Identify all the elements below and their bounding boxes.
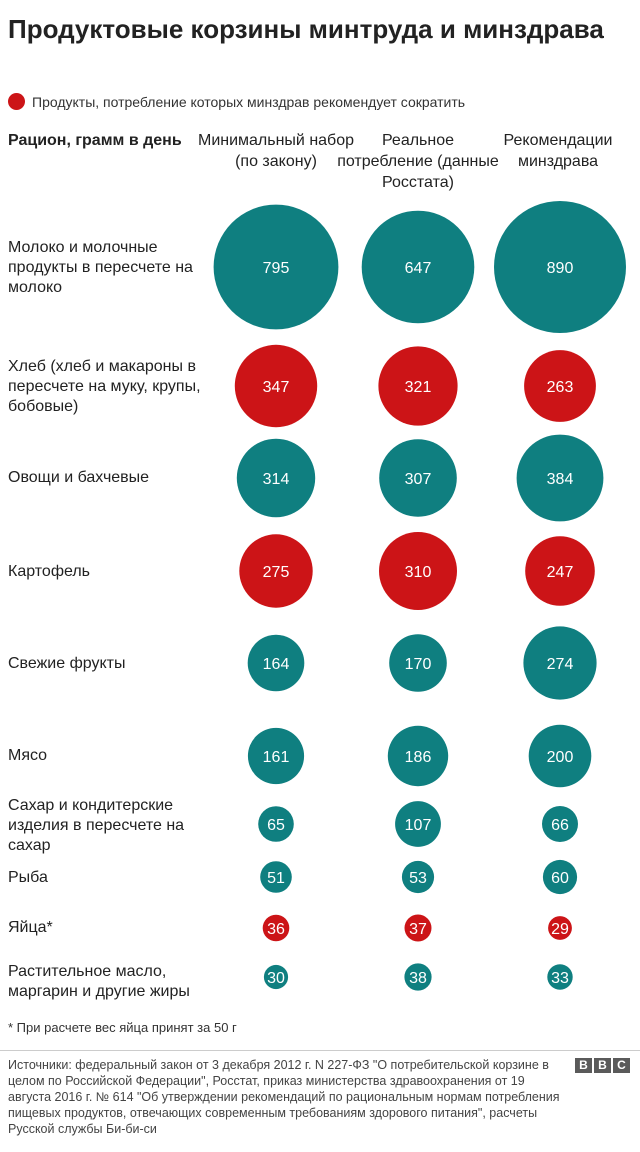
bubble-value-label: 60: [551, 870, 569, 887]
bubble-value-label: 274: [547, 656, 574, 673]
bubble-value-label: 29: [551, 921, 569, 938]
bubble-mark: [542, 859, 578, 895]
bbc-logo: B B C: [575, 1058, 630, 1073]
bubble-mark: [525, 536, 595, 606]
bubble-mark: [247, 727, 305, 785]
footnote: * При расчете вес яйца принят за 50 г: [8, 1020, 237, 1035]
bubble-mark: [263, 964, 289, 990]
bubble-value-label: 107: [405, 817, 432, 834]
source-text: Источники: федеральный закон от 3 декабр…: [8, 1058, 560, 1136]
bubble-value-label: 647: [405, 260, 432, 277]
bubble-value-label: 38: [409, 970, 427, 987]
bubble-mark: [239, 534, 313, 608]
bubble-value-label: 36: [267, 921, 285, 938]
bubble-mark: [404, 914, 432, 942]
bubble-value-label: 33: [551, 970, 569, 987]
legend: Продукты, потребление которых минздрав р…: [8, 93, 465, 110]
bubble-value-label: 307: [405, 471, 432, 488]
bubble-value-label: 66: [551, 817, 569, 834]
row-label-milk: Молоко и молочные продукты в пересчете н…: [8, 239, 193, 296]
row-label-eggs: Яйца*: [8, 919, 53, 936]
bubble-value-label: 310: [405, 564, 432, 581]
bubble-mark: [260, 861, 292, 893]
bubble-mark: [524, 350, 596, 422]
bubble-mark: [547, 964, 573, 990]
bubble-mark: [542, 806, 578, 842]
column-header-recommended: Рекомендации минздрава: [503, 132, 613, 170]
row-label-fruits: Свежие фрукты: [8, 655, 126, 672]
bubble-mark: [379, 532, 457, 610]
bubble-mark: [247, 634, 305, 692]
bubble-value-label: 53: [409, 870, 427, 887]
bubble-value-label: 51: [267, 870, 285, 887]
bubble-mark: [262, 914, 290, 942]
bbc-logo-letter: B: [594, 1058, 611, 1073]
bbc-logo-letter: B: [575, 1058, 592, 1073]
bubble-mark: [548, 916, 572, 940]
bubble-mark: [389, 634, 447, 692]
column-header-actual: Реальное потребление (данные Росстата): [337, 132, 499, 191]
bubble-value-label: 247: [547, 564, 574, 581]
bubble-value-label: 37: [409, 921, 427, 938]
bubble-mark: [379, 439, 457, 517]
bubble-value-label: 275: [263, 564, 290, 581]
bubble-value-label: 65: [267, 817, 285, 834]
bubble-value-label: 161: [263, 749, 290, 766]
bubble-mark: [378, 346, 458, 426]
bubble-chart: 795 347 314 275 164 161 65 51 36 30 647 321 307 310 17…: [213, 201, 626, 991]
divider: [0, 1050, 640, 1051]
bubble-value-label: 263: [547, 379, 574, 396]
bubble-value-label: 321: [405, 379, 432, 396]
row-label-meat: Мясо: [8, 747, 48, 764]
bubble-value-label: 186: [405, 749, 432, 766]
bubble-mark: [528, 724, 592, 788]
legend-red-dot-icon: [8, 93, 25, 110]
bubble-value-label: 200: [547, 749, 574, 766]
row-label-fish: Рыба: [8, 869, 48, 886]
bubble-value-label: 384: [547, 471, 574, 488]
row-label-potatoes: Картофель: [8, 563, 91, 580]
bubble-value-label: 795: [263, 260, 290, 277]
column-header-minimal: Минимальный набор (по закону): [197, 132, 355, 170]
bbc-logo-letter: C: [613, 1058, 630, 1073]
bubble-value-label: 314: [263, 471, 290, 488]
bubble-mark: [387, 725, 449, 787]
row-label-oil: Растительное масло, маргарин и другие жи…: [8, 963, 190, 1000]
bubble-mark: [404, 963, 432, 991]
bubble-value-label: 890: [547, 260, 574, 277]
bubble-mark: [213, 204, 339, 330]
row-label-sugar: Сахар и кондитерские изделия в пересчете…: [8, 797, 185, 854]
legend-label: Продукты, потребление которых минздрав р…: [32, 93, 466, 110]
bubble-mark: [258, 806, 294, 842]
bubble-mark: [494, 201, 626, 333]
bubble-value-label: 347: [263, 379, 290, 396]
row-label-bread: Хлеб (хлеб и макароны в пересчете на мук…: [8, 358, 201, 415]
bubble-mark: [523, 626, 597, 700]
bubble-mark: [395, 801, 441, 847]
row-header: Рацион, грамм в день: [8, 132, 182, 149]
bubble-mark: [516, 434, 604, 522]
bubble-mark: [401, 860, 435, 894]
bubble-value-label: 30: [267, 970, 285, 987]
bubble-mark: [361, 210, 475, 324]
bubble-value-label: 170: [405, 656, 432, 673]
row-label-vegetables: Овощи и бахчевые: [8, 469, 150, 486]
chart-title: Продуктовые корзины минтруда и минздрава: [8, 14, 604, 44]
bubble-value-label: 164: [263, 656, 290, 673]
bubble-mark: [234, 344, 318, 428]
bubble-mark: [236, 438, 316, 518]
